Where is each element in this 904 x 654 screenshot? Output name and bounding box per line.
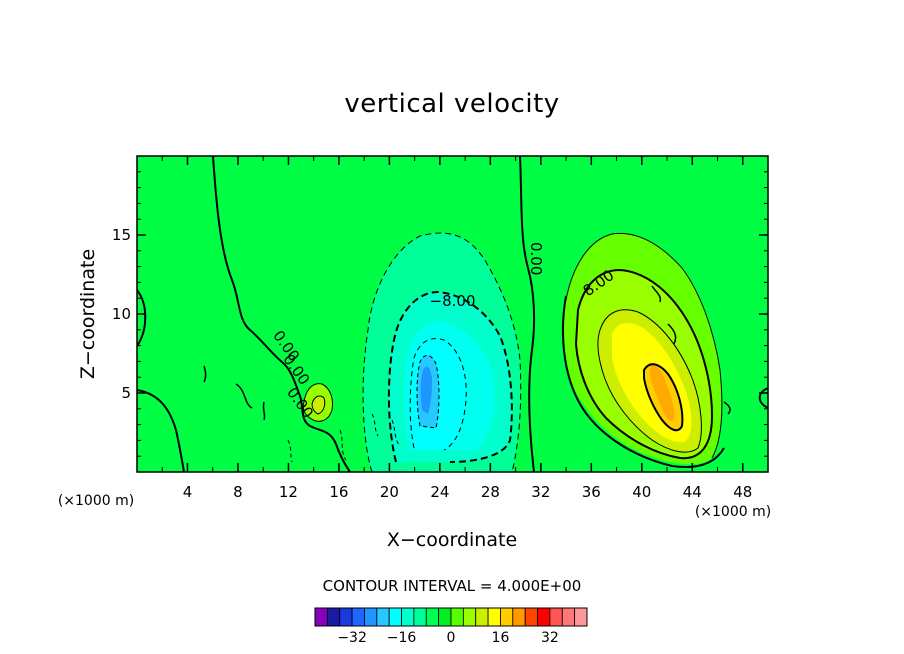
x-unit-label-right: (×1000 m) [695, 504, 771, 520]
colorbar-swatch [487, 607, 501, 627]
colorbar-swatch [450, 607, 464, 627]
colorbar-tick-label: 16 [492, 630, 510, 646]
zero-contour-left [212, 156, 351, 472]
colorbar-swatch [462, 607, 477, 627]
colorbar-swatch [561, 607, 576, 627]
zero-contour-far-left-low [137, 389, 185, 472]
x-tick-label: 36 [582, 483, 601, 501]
zero-contour-right-edge [758, 387, 768, 409]
x-tick-label: 48 [733, 483, 752, 501]
colorbar-swatch [314, 607, 328, 627]
colorbar-swatch [388, 607, 402, 627]
colorbar-tick-label: −32 [337, 630, 367, 646]
plus20-contour [643, 363, 684, 432]
colorbar-swatch [401, 607, 415, 627]
y-tick-label: 10 [112, 305, 131, 323]
colorbar-swatch [425, 607, 440, 627]
contour-label: −8.00 [430, 292, 476, 310]
colorbar-swatch [512, 607, 526, 627]
updraft-band-plus24 [650, 365, 675, 422]
small-cell-core-contour [311, 395, 326, 415]
small-updraft-core [312, 396, 325, 414]
minus8-contour [387, 290, 513, 463]
x-tick-label: 44 [683, 483, 702, 501]
colorbar-tick-label: 32 [541, 630, 559, 646]
colorbar-swatch [339, 607, 353, 627]
y-axis-ticks: 5 10 15 [112, 171, 768, 457]
colorbar-swatch [475, 607, 489, 627]
zero-contour-mid [519, 156, 536, 472]
colorbar [314, 607, 588, 627]
x-tick-label: 8 [233, 483, 243, 501]
minus20-contour [416, 355, 440, 429]
colorbar-swatch [524, 607, 538, 627]
zero-contour-right [562, 295, 725, 468]
colorbar-frame [314, 607, 588, 627]
y-tick-label: 5 [121, 384, 131, 402]
minus16-contour [409, 338, 467, 451]
chart-title: vertical velocity [344, 89, 559, 119]
colorbar-swatch [351, 607, 365, 627]
colorbar-tick-label: −16 [387, 630, 417, 646]
x-tick-label: 40 [632, 483, 651, 501]
x-tick-label: 28 [481, 483, 500, 501]
colorbar-swatch [326, 607, 341, 627]
colorbar-swatch [413, 607, 427, 627]
colorbar-swatch [574, 607, 588, 627]
colorbar-swatch [438, 607, 452, 627]
plus4-contour [565, 232, 723, 459]
colorbar-swatch [376, 607, 390, 627]
plot-area [137, 156, 768, 472]
x-tick-label: 12 [279, 483, 298, 501]
x-tick-label: 16 [329, 483, 348, 501]
small-cell-contour [302, 383, 333, 422]
y-tick-label: 15 [112, 226, 131, 244]
downdraft-band-minus24 [420, 366, 432, 414]
x-axis-ticks: 4 8 12 16 20 24 28 32 36 40 44 48 [161, 156, 752, 501]
colorbar-swatch [364, 607, 378, 627]
small-contours-left [203, 365, 266, 421]
small-contours-right [651, 285, 731, 415]
plus12-contour [597, 309, 702, 453]
colorbar-swatch [537, 607, 551, 627]
x-tick-label: 20 [380, 483, 399, 501]
small-dashed-contours [287, 413, 401, 463]
colorbar-tick-label: 0 [447, 630, 456, 646]
colorbar-swatch [500, 607, 514, 627]
colorbar-swatch [549, 607, 563, 627]
contour-label: 0.00 [527, 242, 545, 275]
colorbar-labels: −32 −16 0 16 32 [337, 630, 559, 646]
x-tick-label: 32 [531, 483, 550, 501]
x-unit-label: (×1000 m) [58, 493, 134, 509]
x-tick-label: 24 [430, 483, 449, 501]
x-tick-label: 4 [183, 483, 193, 501]
zero-contour-far-left [137, 289, 147, 347]
y-axis-label: Z−coordinate [77, 249, 99, 379]
plus8-contour [574, 268, 714, 460]
contour-interval-note: CONTOUR INTERVAL = 4.000E+00 [323, 577, 582, 595]
x-axis-label: X−coordinate [387, 529, 517, 551]
